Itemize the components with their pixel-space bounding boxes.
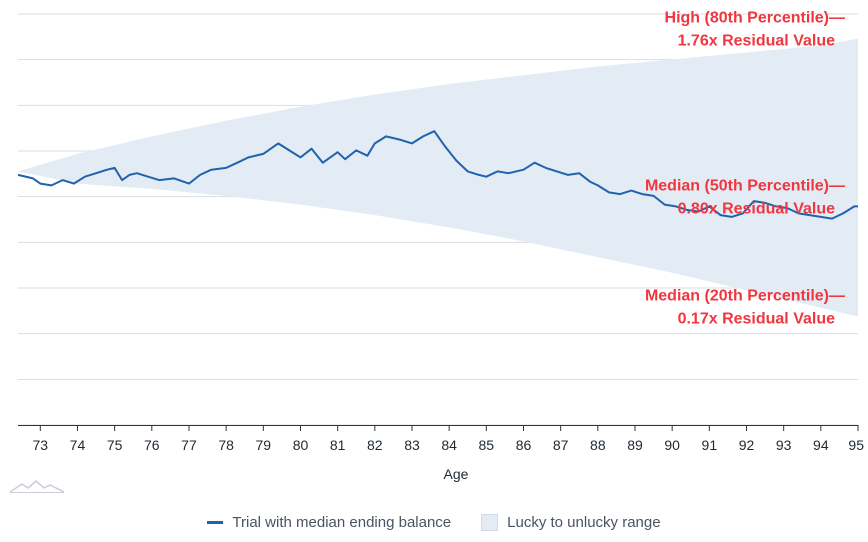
x-tick-label: 75 bbox=[107, 437, 123, 453]
x-tick-label: 80 bbox=[293, 437, 309, 453]
x-tick-label: 83 bbox=[404, 437, 420, 453]
x-tick-label: 90 bbox=[664, 437, 680, 453]
x-tick-label: 74 bbox=[70, 437, 86, 453]
range-band-layer bbox=[18, 38, 858, 317]
annotations: High (80th Percentile)— 1.76x Residual Va… bbox=[645, 9, 845, 327]
x-tick-label: 73 bbox=[33, 437, 49, 453]
x-tick-label: 78 bbox=[218, 437, 234, 453]
legend-label-median-trial: Trial with median ending balance bbox=[232, 513, 452, 531]
x-tick-label: 95 bbox=[848, 437, 864, 453]
median-line-layer bbox=[17, 130, 858, 220]
annotation-value: 0.80x Residual Value bbox=[678, 200, 836, 217]
annotation-value: 1.76x Residual Value bbox=[678, 32, 836, 49]
legend-line-swatch bbox=[207, 520, 224, 524]
x-axis: 73 74 75 76 77 78 79 80 81 82 83 84 85 86 87 88 89 90 91 92… bbox=[18, 425, 864, 453]
x-tick-label: 77 bbox=[181, 437, 197, 453]
x-tick-label: 89 bbox=[627, 437, 643, 453]
x-axis-title: Age bbox=[444, 466, 469, 482]
mountain-logo-icon bbox=[9, 478, 66, 499]
legend-band-swatch bbox=[481, 513, 499, 531]
x-tick-label: 76 bbox=[144, 437, 160, 453]
x-tick-label: 94 bbox=[813, 437, 829, 453]
x-tick-label: 85 bbox=[479, 437, 495, 453]
legend-item-range[interactable]: Lucky to unlucky range bbox=[481, 513, 661, 531]
annotation-title: High (80th Percentile)— bbox=[665, 9, 845, 26]
x-tick-label: 81 bbox=[330, 437, 346, 453]
median-series-line bbox=[17, 130, 858, 220]
x-tick-label: 86 bbox=[516, 437, 532, 453]
chart: 73 74 75 76 77 78 79 80 81 82 83 84 85 86 87 88 89 90 91 92… bbox=[17, 9, 864, 482]
legend-item-median-trial[interactable]: Trial with median ending balance bbox=[207, 514, 451, 531]
x-tick-label: 92 bbox=[739, 437, 755, 453]
x-tick-label: 93 bbox=[776, 437, 792, 453]
x-tick-label: 87 bbox=[553, 437, 569, 453]
legend: Trial with median ending balance Lucky t… bbox=[0, 510, 868, 534]
legend-label-range: Lucky to unlucky range bbox=[507, 513, 661, 531]
x-tick-label: 88 bbox=[590, 437, 606, 453]
annotation-title: Median (20th Percentile)— bbox=[645, 288, 845, 305]
annotation-value: 0.17x Residual Value bbox=[678, 311, 836, 328]
x-tick-label: 91 bbox=[702, 437, 718, 453]
x-tick-label: 79 bbox=[256, 437, 272, 453]
annotation-title: Median (50th Percentile)— bbox=[645, 177, 845, 194]
x-tick-label: 82 bbox=[367, 437, 383, 453]
x-tick-label: 84 bbox=[441, 437, 457, 453]
range-band bbox=[18, 38, 858, 317]
